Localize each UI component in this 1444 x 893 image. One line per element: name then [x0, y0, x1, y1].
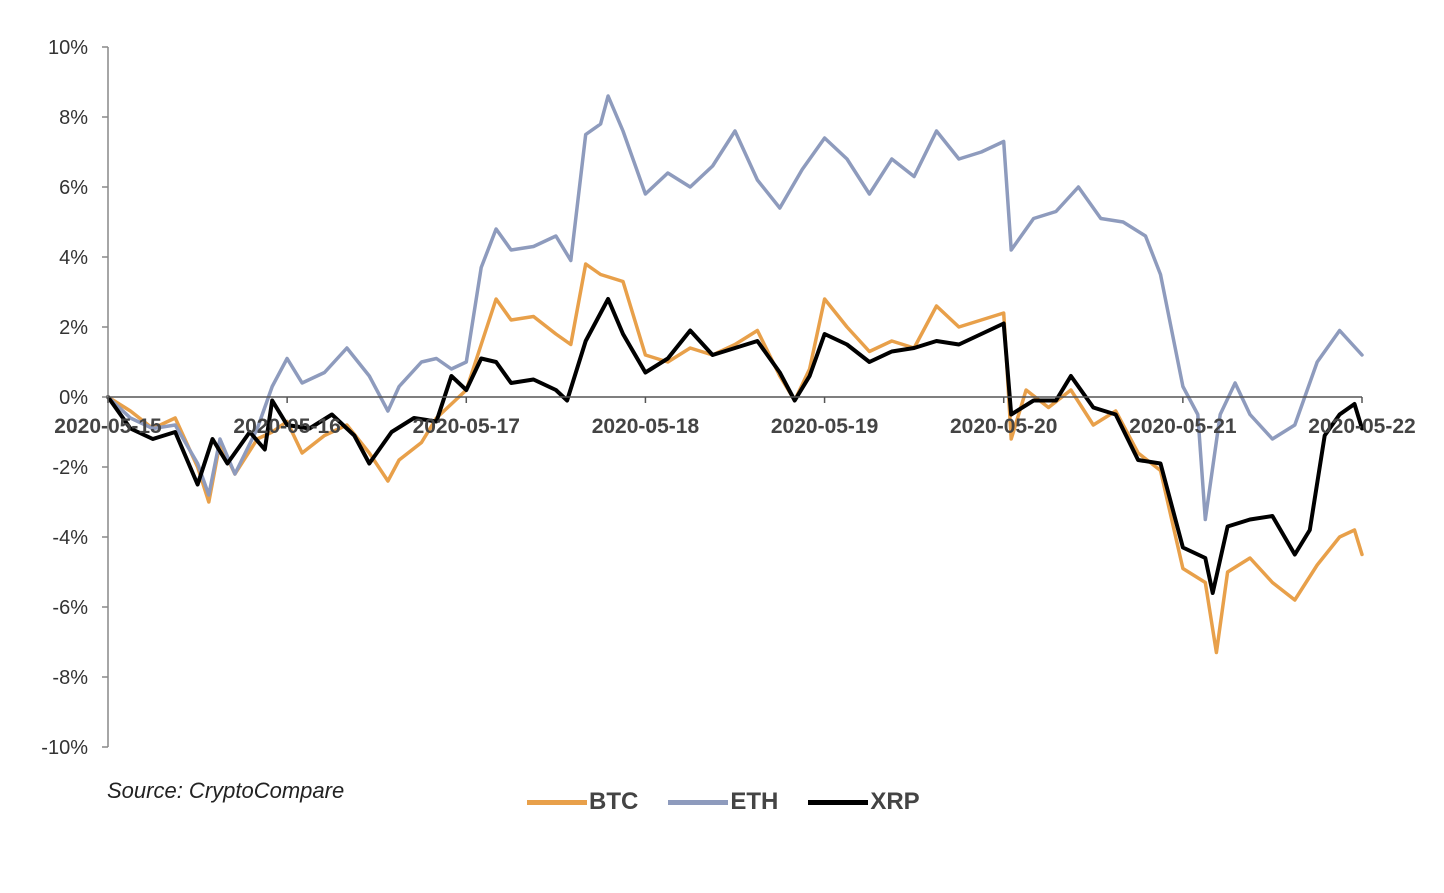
x-tick-label: 2020-05-21	[1129, 415, 1237, 438]
y-tick-label: -8%	[52, 667, 88, 689]
legend-item-btc: BTC	[527, 788, 638, 816]
x-tick-label: 2020-05-16	[233, 415, 340, 438]
legend-label-eth: ETH	[730, 788, 779, 815]
x-tick-label: 2020-05-19	[771, 415, 878, 438]
legend-item-eth: ETH	[668, 788, 778, 816]
legend-label-btc: BTC	[589, 788, 639, 815]
x-tick-label: 2020-05-22	[1308, 415, 1415, 438]
y-tick-label: 10%	[48, 37, 88, 59]
y-tick-label: -4%	[52, 527, 88, 549]
x-tick-label: 2020-05-20	[950, 415, 1057, 438]
legend-swatch-eth	[668, 799, 729, 805]
legend-item-xrp: XRP	[808, 788, 920, 816]
legend-swatch-btc	[527, 799, 587, 805]
y-tick-label: 6%	[59, 177, 88, 199]
x-tick-label: 2020-05-15	[54, 415, 162, 438]
x-tick-label: 2020-05-18	[592, 415, 700, 438]
y-tick-label: -10%	[41, 737, 88, 759]
series-line-eth	[106, 94, 1364, 522]
y-tick-label: 8%	[59, 107, 88, 129]
series-line-xrp	[106, 297, 1364, 595]
y-tick-label: 4%	[59, 247, 88, 269]
legend-label-xrp: XRP	[870, 788, 920, 815]
y-tick-label: 0%	[59, 387, 88, 409]
source-note: Source: CryptoCompare	[107, 778, 345, 803]
x-tick-label: 2020-05-17	[413, 415, 520, 438]
y-tick-label: 2%	[59, 317, 88, 339]
y-tick-label: -2%	[52, 457, 88, 479]
y-tick-label: -6%	[52, 597, 88, 619]
legend-swatch-xrp	[808, 799, 869, 805]
series-line-btc	[106, 262, 1364, 655]
legend: BTC ETH XRP	[527, 788, 950, 816]
